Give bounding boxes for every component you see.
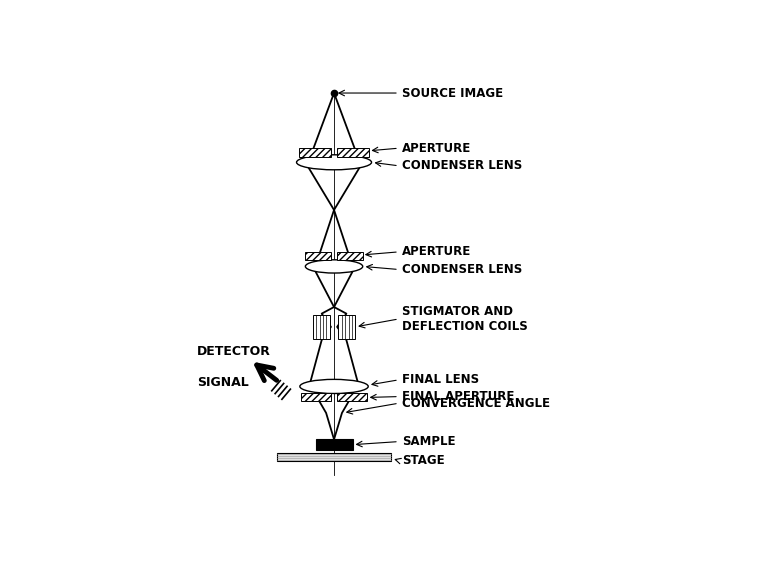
Bar bbox=[276, 453, 392, 461]
Ellipse shape bbox=[296, 155, 372, 170]
Text: DETECTOR: DETECTOR bbox=[197, 344, 271, 358]
Text: APERTURE: APERTURE bbox=[402, 245, 472, 258]
Bar bbox=[339, 315, 356, 339]
Bar bbox=[306, 252, 331, 260]
Bar bbox=[336, 148, 369, 157]
Text: CONDENSER LENS: CONDENSER LENS bbox=[402, 159, 523, 172]
Text: CONDENSER LENS: CONDENSER LENS bbox=[402, 263, 523, 276]
Text: APERTURE: APERTURE bbox=[402, 142, 472, 155]
Ellipse shape bbox=[306, 260, 362, 273]
Bar bbox=[301, 394, 331, 402]
Bar bbox=[313, 315, 329, 339]
Bar bbox=[336, 394, 367, 402]
Text: STIGMATOR AND
DEFLECTION COILS: STIGMATOR AND DEFLECTION COILS bbox=[402, 305, 528, 333]
Ellipse shape bbox=[300, 379, 368, 394]
Text: SAMPLE: SAMPLE bbox=[402, 435, 456, 448]
Bar bbox=[299, 148, 331, 157]
Text: FINAL APERTURE: FINAL APERTURE bbox=[402, 390, 515, 403]
Text: CONVERGENCE ANGLE: CONVERGENCE ANGLE bbox=[402, 397, 551, 410]
Bar bbox=[336, 252, 362, 260]
Text: FINAL LENS: FINAL LENS bbox=[402, 374, 479, 386]
Text: SOURCE IMAGE: SOURCE IMAGE bbox=[402, 87, 504, 100]
Text: STAGE: STAGE bbox=[402, 454, 445, 467]
Bar bbox=[316, 439, 353, 450]
Text: SIGNAL: SIGNAL bbox=[197, 375, 249, 388]
